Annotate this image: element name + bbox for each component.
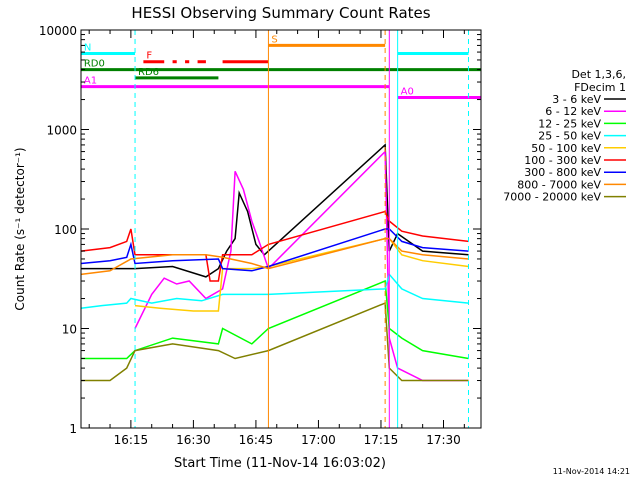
legend-label-7000-20000-kev: 7000 - 20000 keV <box>503 191 601 204</box>
legend-label-25-50-kev: 25 - 50 keV <box>538 130 601 143</box>
flag-label-rd0: RD0 <box>84 59 105 70</box>
y-tick-label-1000: 1000 <box>46 124 77 138</box>
legend-header-1: FDecim 1 <box>574 81 626 94</box>
series-line-3-6-kev <box>80 143 469 278</box>
y-tick-label-10: 10 <box>62 323 77 337</box>
series-line-7000-20000-kev <box>80 302 469 382</box>
legend-label-100-300-kev: 100 - 300 keV <box>524 154 601 167</box>
legend-header-0: Det 1,3,6, <box>571 68 626 81</box>
legend-label-50-100-kev: 50 - 100 keV <box>531 142 601 155</box>
x-tick-label-16-15: 16:15 <box>114 433 149 447</box>
series-line-6-12-kev <box>134 149 469 382</box>
x-tick-label-17-15: 17:15 <box>364 433 399 447</box>
flag-label-s: S <box>271 34 277 45</box>
series-line-100-300-kev <box>80 210 469 282</box>
legend-label-300-800-kev: 300 - 800 keV <box>524 166 601 179</box>
series-line-800-7000-kev <box>80 237 469 276</box>
x-tick-label-17-30: 17:30 <box>426 433 461 447</box>
flag-label-a0: A0 <box>401 86 414 97</box>
legend-label-800-7000-kev: 800 - 7000 keV <box>517 178 601 191</box>
y-axis-label: Count Rate (s⁻¹ detector⁻¹) <box>13 147 27 310</box>
footer-timestamp: 11-Nov-2014 14:21 <box>553 467 630 476</box>
x-tick-label-17-00: 17:00 <box>301 433 336 447</box>
legend-label-12-25-kev: 12 - 25 keV <box>538 117 601 130</box>
legend-label-3-6-kev: 3 - 6 keV <box>552 93 601 106</box>
x-tick-label-16-45: 16:45 <box>239 433 274 447</box>
chart-title: HESSI Observing Summary Count Rates <box>131 4 430 22</box>
y-tick-label-100: 100 <box>54 223 77 237</box>
y-tick-label-10000: 10000 <box>39 24 77 38</box>
flag-label-rd6: RD6 <box>138 67 159 78</box>
x-axis-label: Start Time (11-Nov-14 16:03:02) <box>174 456 386 471</box>
y-tick-label-1: 1 <box>69 422 77 436</box>
flag-label-f: F <box>146 51 152 62</box>
x-tick-label-16-30: 16:30 <box>176 433 211 447</box>
legend-label-6-12-kev: 6 - 12 keV <box>545 105 601 118</box>
series-line-25-50-kev <box>80 272 469 309</box>
flag-label-n: N <box>84 43 91 54</box>
plot-frame <box>80 29 482 429</box>
series-line-300-800-kev <box>80 228 469 272</box>
flag-label-a1: A1 <box>84 76 97 87</box>
series-line-50-100-kev <box>134 237 469 312</box>
